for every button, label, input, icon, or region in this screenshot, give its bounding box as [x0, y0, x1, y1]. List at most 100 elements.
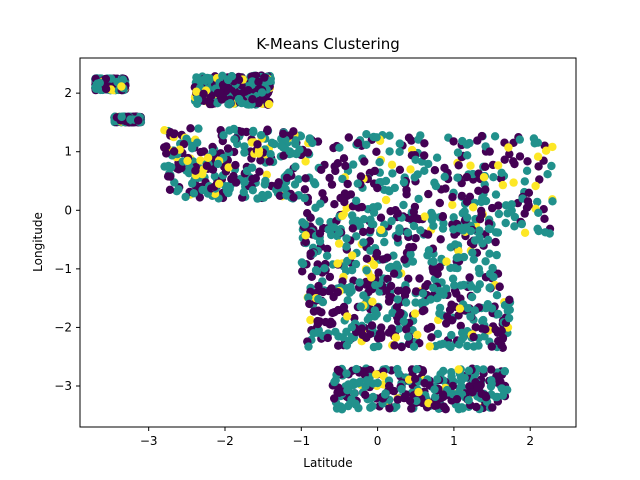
scatter-point-cluster-0 [373, 183, 382, 193]
scatter-point-cluster-1 [316, 199, 325, 208]
scatter-point-cluster-1 [463, 341, 472, 351]
scatter-point-cluster-2 [509, 178, 518, 187]
scatter-point-cluster-1 [188, 179, 197, 188]
scatter-point-cluster-1 [428, 211, 437, 220]
scatter-point-cluster-1 [370, 312, 379, 321]
scatter-point-cluster-1 [362, 376, 372, 385]
scatter-point-cluster-1 [431, 392, 440, 402]
scatter-point-cluster-0 [199, 89, 208, 99]
scatter-point-cluster-1 [349, 160, 358, 169]
x-tick-label: −3 [140, 434, 158, 448]
scatter-point-cluster-0 [411, 234, 420, 243]
scatter-point-cluster-0 [473, 382, 482, 391]
scatter-point-cluster-1 [367, 219, 376, 229]
scatter-point-cluster-1 [464, 396, 473, 405]
scatter-point-cluster-0 [237, 127, 246, 136]
scatter-point-cluster-0 [300, 185, 310, 194]
scatter-point-cluster-1 [373, 378, 382, 388]
scatter-point-cluster-1 [311, 180, 320, 189]
scatter-point-cluster-1 [385, 131, 394, 140]
scatter-point-cluster-1 [450, 263, 459, 272]
scatter-point-cluster-0 [420, 151, 429, 160]
scatter-point-cluster-1 [359, 291, 368, 300]
scatter-point-cluster-1 [189, 189, 199, 198]
scatter-point-cluster-1 [392, 402, 401, 411]
scatter-point-cluster-1 [401, 298, 411, 307]
scatter-point-cluster-0 [279, 151, 288, 160]
x-tick-label: 2 [526, 434, 534, 448]
scatter-point-cluster-0 [448, 192, 457, 202]
scatter-point-cluster-1 [463, 304, 473, 313]
scatter-point-cluster-1 [410, 173, 419, 182]
scatter-point-cluster-0 [359, 227, 368, 237]
scatter-point-cluster-1 [234, 94, 244, 104]
scatter-point-cluster-1 [117, 112, 126, 122]
scatter-point-cluster-0 [134, 116, 143, 125]
scatter-point-cluster-1 [382, 314, 392, 323]
scatter-point-cluster-1 [352, 232, 361, 241]
scatter-point-cluster-0 [362, 254, 372, 263]
scatter-point-cluster-2 [203, 153, 213, 162]
scatter-point-cluster-1 [409, 221, 419, 231]
scatter-point-cluster-0 [370, 166, 379, 176]
scatter-point-cluster-0 [471, 323, 480, 332]
scatter-point-cluster-1 [487, 304, 497, 313]
scatter-point-cluster-1 [450, 281, 459, 290]
scatter-point-cluster-1 [224, 100, 233, 109]
scatter-point-cluster-0 [321, 317, 330, 327]
scatter-point-cluster-1 [505, 305, 514, 314]
y-axis-label: Longitude [31, 212, 45, 272]
scatter-point-cluster-2 [454, 365, 463, 374]
scatter-point-cluster-0 [411, 287, 421, 296]
scatter-point-cluster-0 [498, 333, 508, 342]
scatter-point-cluster-1 [485, 249, 494, 258]
scatter-point-cluster-0 [391, 206, 400, 215]
scatter-point-cluster-1 [224, 188, 233, 198]
scatter-point-cluster-0 [495, 282, 504, 292]
scatter-point-cluster-0 [430, 401, 439, 410]
scatter-point-cluster-0 [317, 308, 326, 317]
scatter-point-cluster-1 [487, 376, 496, 385]
scatter-point-cluster-1 [411, 298, 420, 307]
scatter-point-cluster-2 [264, 100, 274, 109]
scatter-point-cluster-2 [372, 370, 381, 379]
scatter-point-cluster-1 [322, 251, 332, 260]
scatter-point-cluster-0 [420, 306, 429, 315]
scatter-point-cluster-1 [406, 250, 415, 259]
scatter-point-cluster-1 [318, 297, 328, 307]
scatter-point-cluster-1 [470, 306, 479, 315]
scatter-point-cluster-1 [464, 366, 474, 375]
scatter-point-cluster-1 [451, 240, 460, 249]
scatter-point-cluster-0 [523, 157, 532, 166]
scatter-point-cluster-1 [366, 403, 375, 412]
scatter-point-cluster-0 [404, 274, 413, 283]
scatter-point-cluster-0 [166, 172, 175, 181]
scatter-point-cluster-0 [373, 334, 383, 343]
scatter-point-cluster-0 [374, 268, 383, 277]
scatter-point-cluster-0 [491, 237, 500, 247]
scatter-point-cluster-1 [497, 168, 506, 177]
scatter-point-cluster-1 [291, 136, 300, 145]
scatter-point-cluster-2 [368, 297, 377, 306]
scatter-point-cluster-1 [164, 161, 173, 171]
scatter-point-cluster-1 [494, 209, 504, 219]
scatter-point-cluster-0 [420, 139, 429, 148]
scatter-point-cluster-0 [505, 149, 514, 159]
scatter-point-cluster-0 [497, 340, 506, 350]
scatter-point-cluster-1 [507, 206, 516, 215]
scatter-point-cluster-1 [221, 182, 230, 191]
scatter-point-cluster-0 [445, 305, 455, 315]
scatter-point-cluster-0 [433, 269, 442, 279]
scatter-point-cluster-1 [331, 327, 340, 337]
scatter-point-cluster-0 [334, 388, 344, 397]
scatter-point-cluster-0 [487, 365, 496, 374]
scatter-point-cluster-1 [248, 186, 257, 195]
scatter-point-cluster-0 [303, 148, 313, 157]
scatter-point-cluster-1 [459, 333, 468, 342]
scatter-point-cluster-1 [347, 286, 356, 296]
scatter-point-cluster-1 [479, 365, 488, 374]
scatter-point-cluster-1 [430, 178, 439, 187]
scatter-point-cluster-1 [463, 213, 472, 222]
scatter-point-cluster-0 [256, 156, 265, 165]
